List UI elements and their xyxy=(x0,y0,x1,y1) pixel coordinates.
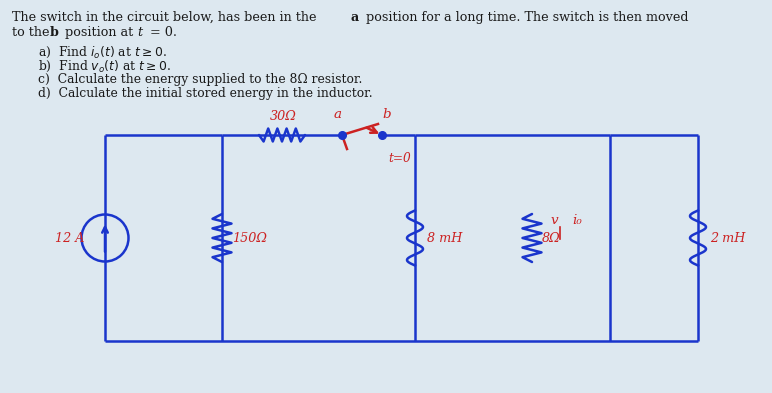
Text: 8Ω: 8Ω xyxy=(542,231,560,244)
Text: 150Ω: 150Ω xyxy=(232,231,267,244)
Text: The switch in the circuit below, has been in the: The switch in the circuit below, has bee… xyxy=(12,11,320,24)
Text: = 0.: = 0. xyxy=(146,26,177,39)
Text: i₀: i₀ xyxy=(572,215,582,228)
Text: a)  Find $i_o(t)$ at $t \geq 0$.: a) Find $i_o(t)$ at $t \geq 0$. xyxy=(38,45,167,60)
Text: 2 mH: 2 mH xyxy=(710,231,746,244)
Text: b: b xyxy=(383,108,391,121)
Text: b)  Find $v_o(t)$ at $t \geq 0$.: b) Find $v_o(t)$ at $t \geq 0$. xyxy=(38,59,171,74)
Text: t=0: t=0 xyxy=(388,151,411,165)
Text: 8 mH: 8 mH xyxy=(427,231,462,244)
Text: position for a long time. The switch is then moved: position for a long time. The switch is … xyxy=(362,11,689,24)
Text: t: t xyxy=(137,26,143,39)
Text: 12 A: 12 A xyxy=(55,231,84,244)
Text: b: b xyxy=(49,26,59,39)
Text: a: a xyxy=(350,11,359,24)
Text: to the: to the xyxy=(12,26,53,39)
Text: position at: position at xyxy=(61,26,137,39)
Text: a: a xyxy=(334,108,342,121)
Text: v: v xyxy=(550,215,558,228)
Text: 30Ω: 30Ω xyxy=(270,110,297,123)
Text: d)  Calculate the initial stored energy in the inductor.: d) Calculate the initial stored energy i… xyxy=(38,87,373,100)
Text: c)  Calculate the energy supplied to the 8Ω resistor.: c) Calculate the energy supplied to the … xyxy=(38,73,362,86)
